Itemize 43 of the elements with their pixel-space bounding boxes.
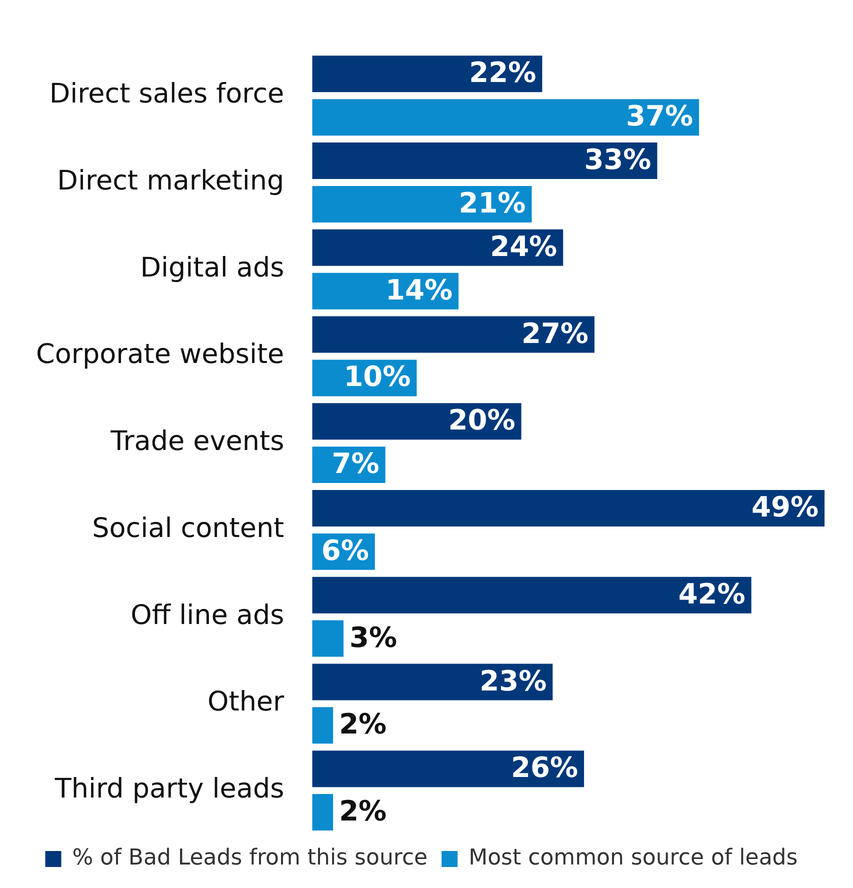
y-tick-label: Third party leads [54,774,284,805]
data-label: 49% [752,490,819,524]
bar [312,750,584,788]
bar [312,576,752,614]
data-label: 20% [448,404,516,437]
bar [312,56,542,92]
data-label: 7% [332,447,380,480]
data-label: 10% [344,360,411,394]
y-tick-label: Off line ads [130,600,284,631]
data-label: 22% [469,56,536,90]
y-tick-label: Other [207,686,286,718]
bar [312,664,553,700]
bar [312,490,825,526]
data-label: 26% [511,751,578,784]
legend-label: % of Bad Leads from this source [72,846,428,871]
data-label: 33% [584,143,652,176]
y-tick-label: Direct marketing [57,166,284,197]
bar [312,316,594,353]
bar [312,229,564,266]
bar [312,794,334,831]
y-tick-label: Digital ads [140,252,284,284]
data-label: 23% [480,664,547,698]
bar [312,620,344,657]
y-tick-label: Corporate website [36,339,284,370]
data-label: 6% [321,534,369,567]
bar [312,99,700,136]
data-label: 2% [339,708,387,741]
y-tick-label: Social content [92,512,284,544]
data-label: 24% [490,230,558,263]
legend-label: Most common source of leads [468,846,798,871]
bar [312,186,532,222]
y-tick-label: Trade events [110,426,284,458]
data-label: 42% [678,577,746,610]
data-label: 21% [458,186,526,220]
bar [312,403,522,440]
data-label: 27% [521,316,588,350]
y-tick-label: Direct sales force [49,78,284,110]
data-label: 2% [339,794,387,828]
bar [312,142,658,180]
data-label: 37% [626,100,694,133]
bar [312,707,334,744]
data-label: 14% [386,273,453,306]
data-label: 3% [350,620,398,654]
